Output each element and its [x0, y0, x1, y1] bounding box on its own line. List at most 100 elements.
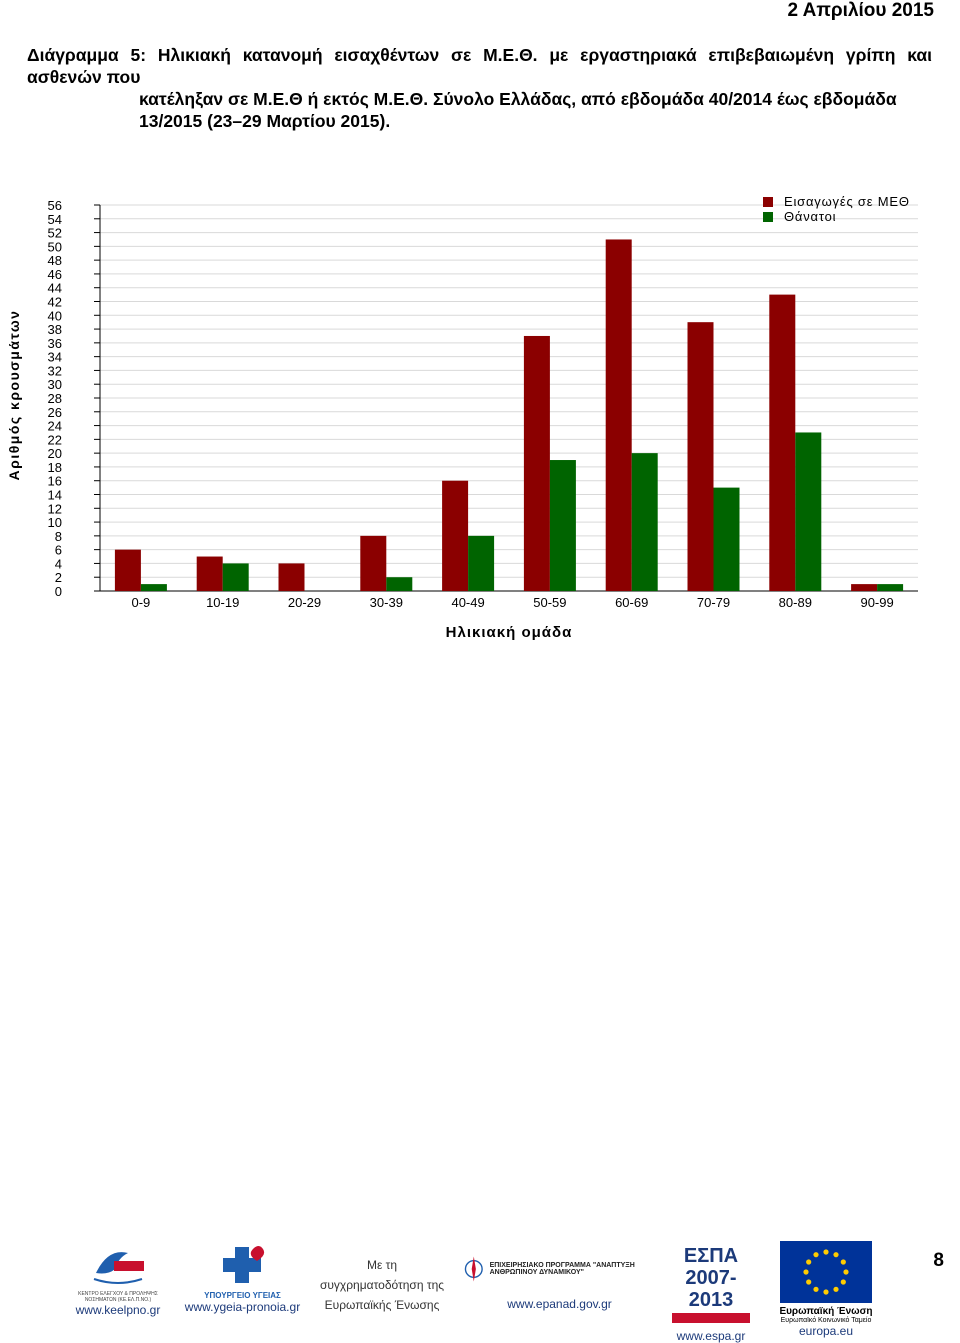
x-tick-label: 60-69: [615, 595, 648, 610]
x-tick-label: 30-39: [370, 595, 403, 610]
eu-url[interactable]: europa.eu: [798, 1324, 854, 1338]
y-tick-label: 38: [48, 322, 62, 337]
eu-star-icon: [803, 1269, 809, 1275]
eu-star-icon: [833, 1286, 839, 1292]
figure-caption: Διάγραμμα 5: Ηλικιακή κατανομή εισαχθέντ…: [27, 44, 932, 132]
ministry-logo: ΥΠΟΥΡΓΕΙΟ ΥΓΕΙΑΣ www.ygeia-pronoia.gr: [180, 1243, 305, 1314]
medical-cross-icon: [222, 1246, 264, 1283]
bar-icu: [442, 480, 469, 591]
x-tick-label: 70-79: [697, 595, 730, 610]
y-tick-label: 0: [55, 584, 62, 599]
report-date: 2 Απριλίου 2015: [787, 0, 935, 21]
caption-line-2: κατέληξαν σε Μ.Ε.Θ ή εκτός Μ.Ε.Θ. Σύνολο…: [139, 89, 897, 109]
y-tick-label: 42: [48, 295, 62, 310]
eu-star-icon: [813, 1252, 819, 1258]
y-tick-label: 46: [48, 267, 62, 282]
y-tick-label: 26: [48, 405, 62, 420]
eu-star-icon: [813, 1286, 819, 1292]
keelpno-url[interactable]: www.keelpno.gr: [75, 1303, 161, 1317]
y-axis-label: Αριθμός κρουσμάτων: [6, 310, 22, 481]
eu-star-icon: [806, 1259, 812, 1265]
y-tick-label: 40: [48, 308, 62, 323]
eu-name: Ευρωπαϊκή Ένωση: [779, 1306, 873, 1317]
bar-deaths: [468, 535, 495, 591]
bar-chart: 0246810121416182022242628303234363840424…: [6, 194, 918, 641]
bar-deaths: [549, 460, 576, 591]
bar-icu: [687, 322, 714, 591]
y-tick-label: 16: [48, 474, 62, 489]
bar-deaths: [713, 487, 740, 591]
keelpno-name: ΚΕΝΤΡΟ ΕΛΕΓΧΟΥ & ΠΡΟΛΗΨΗΣ ΝΟΣΗΜΑΤΩΝ (ΚΕ.…: [78, 1291, 158, 1303]
eu-star-icon: [843, 1269, 849, 1275]
bar-deaths: [222, 563, 249, 591]
y-tick-label: 4: [55, 556, 62, 571]
ministry-url[interactable]: www.ygeia-pronoia.gr: [184, 1300, 301, 1314]
y-tick-label: 24: [48, 419, 62, 434]
bar-icu: [851, 584, 878, 591]
y-tick-label: 12: [48, 501, 62, 516]
y-tick-label: 56: [48, 198, 62, 213]
y-tick-label: 8: [55, 529, 62, 544]
bar-icu: [360, 535, 387, 591]
bar-deaths: [386, 577, 413, 591]
y-tick-label: 50: [48, 239, 62, 254]
bar-deaths: [631, 453, 658, 591]
keelpno-bird-icon: [93, 1252, 144, 1284]
x-tick-label: 80-89: [779, 595, 812, 610]
y-tick-label: 54: [48, 212, 62, 227]
keelpno-logo: ΚΕΝΤΡΟ ΕΛΕΓΧΟΥ & ΠΡΟΛΗΨΗΣ ΝΟΣΗΜΑΤΩΝ (ΚΕ.…: [72, 1243, 164, 1317]
x-tick-label: 0-9: [132, 595, 151, 610]
legend-entry: Εισαγωγές σε ΜΕΘ: [784, 194, 910, 209]
x-tick-label: 20-29: [288, 595, 321, 610]
y-tick-label: 20: [48, 446, 62, 461]
y-tick-label: 36: [48, 336, 62, 351]
espa-bar: [672, 1313, 750, 1323]
legend-swatch: [763, 197, 773, 207]
y-tick-label: 52: [48, 226, 62, 241]
legend-entry: Θάνατοι: [784, 209, 836, 224]
y-tick-label: 2: [55, 570, 62, 585]
y-tick-label: 44: [48, 281, 62, 296]
bar-deaths: [140, 584, 167, 591]
eu-star-icon: [833, 1252, 839, 1258]
footer: ΚΕΝΤΡΟ ΕΛΕΓΧΟΥ & ΠΡΟΛΗΨΗΣ ΝΟΣΗΜΑΤΩΝ (ΚΕ.…: [0, 1235, 960, 1343]
eu-flag-icon: [780, 1241, 872, 1303]
bar-icu: [114, 549, 141, 591]
cofunding-line-2: συγχρηματοδότηση της: [319, 1278, 445, 1292]
bar-deaths: [795, 432, 822, 591]
page-number: 8: [933, 1250, 944, 1271]
cofunding-line-3: Ευρωπαϊκής Ένωσης: [324, 1298, 440, 1312]
ministry-name: ΥΠΟΥΡΓΕΙΟ ΥΓΕΙΑΣ: [204, 1291, 281, 1300]
y-tick-label: 6: [55, 543, 62, 558]
legend-swatch: [763, 212, 773, 222]
y-tick-label: 34: [48, 350, 62, 365]
bar-deaths: [877, 584, 904, 591]
cofunding-text: Με τη συγχρηματοδότηση της Ευρωπαϊκής Έν…: [312, 1255, 452, 1315]
x-tick-label: 50-59: [533, 595, 566, 610]
epanad-url[interactable]: www.epanad.gov.gr: [507, 1297, 612, 1311]
epanad-name: ΕΠΙΧΕΙΡΗΣΙΑΚΟ ΠΡΟΓΡΑΜΜΑ "ΑΝΑΠΤΥΞΗ ΑΝΘΡΩΠ…: [489, 1262, 635, 1276]
eu-star-icon: [840, 1279, 846, 1285]
bar-icu: [196, 556, 223, 591]
y-tick-label: 32: [48, 363, 62, 378]
y-tick-label: 48: [48, 253, 62, 268]
espa-url[interactable]: www.espa.gr: [676, 1329, 746, 1343]
espa-name: ΕΣΠΑ 2007-2013: [683, 1245, 739, 1311]
eu-star-icon: [806, 1279, 812, 1285]
eu-star-icon: [840, 1259, 846, 1265]
bar-icu: [523, 335, 550, 591]
eu-star-icon: [823, 1289, 829, 1295]
epanad-logo: ΕΠΙΧΕΙΡΗΣΙΑΚΟ ΠΡΟΓΡΑΜΜΑ "ΑΝΑΠΤΥΞΗ ΑΝΘΡΩΠ…: [462, 1249, 657, 1311]
eu-subtext: Ευρωπαϊκό Κοινωνικό Ταμείο: [780, 1317, 872, 1324]
cofunding-line-1: Με τη: [366, 1258, 398, 1272]
x-tick-label: 10-19: [206, 595, 239, 610]
bar-icu: [605, 239, 632, 591]
eu-logo: Ευρωπαϊκή Ένωση Ευρωπαϊκό Κοινωνικό Ταμε…: [770, 1241, 882, 1338]
eu-star-icon: [823, 1249, 829, 1255]
x-tick-label: 90-99: [860, 595, 893, 610]
y-tick-label: 10: [48, 515, 62, 530]
y-tick-label: 22: [48, 432, 62, 447]
bar-icu: [769, 294, 796, 591]
caption-line-3: 13/2015 (23–29 Μαρτίου 2015).: [139, 111, 391, 131]
espa-logo: ΕΣΠΑ 2007-2013 www.espa.gr: [666, 1245, 756, 1343]
